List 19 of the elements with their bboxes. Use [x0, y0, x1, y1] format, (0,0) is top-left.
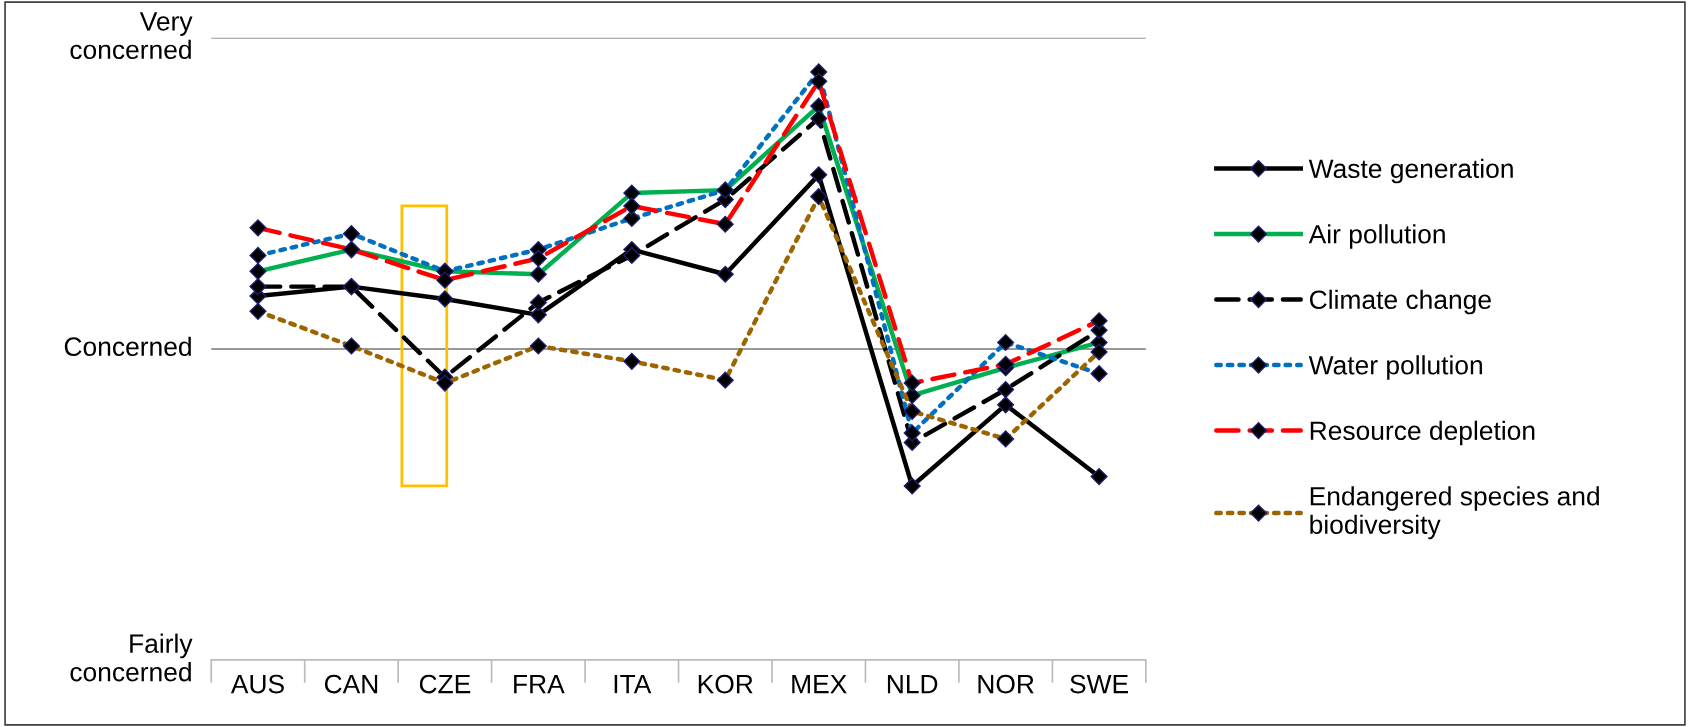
- ref-line-label: Fairly concerned: [70, 633, 193, 682]
- x-tick-label: ITA: [614, 674, 652, 694]
- x-tick-label: NOR: [978, 674, 1034, 694]
- x-tick-label: MEX: [792, 674, 847, 694]
- x-tick-label: AUS: [230, 674, 284, 694]
- legend-label: Water pollution: [1308, 355, 1482, 380]
- x-tick-label: NLD: [887, 674, 938, 694]
- legend-label: Resource depletion: [1310, 420, 1535, 446]
- legend-label: Air pollution: [1308, 224, 1445, 249]
- x-tick-label: CAN: [324, 674, 378, 694]
- ref-line-label: Concerned: [64, 336, 191, 357]
- legend-label: Climate change: [1310, 289, 1491, 315]
- x-tick-label: SWE: [1070, 674, 1129, 694]
- legend-label: Waste generation: [1308, 158, 1513, 184]
- ref-line-label: Very concerned: [70, 12, 193, 60]
- legend-label: Endangered species and biodiversity: [1310, 486, 1599, 540]
- x-tick-label: FRA: [514, 674, 565, 694]
- x-tick-label: CZE: [419, 674, 471, 694]
- x-tick-label: KOR: [698, 674, 753, 694]
